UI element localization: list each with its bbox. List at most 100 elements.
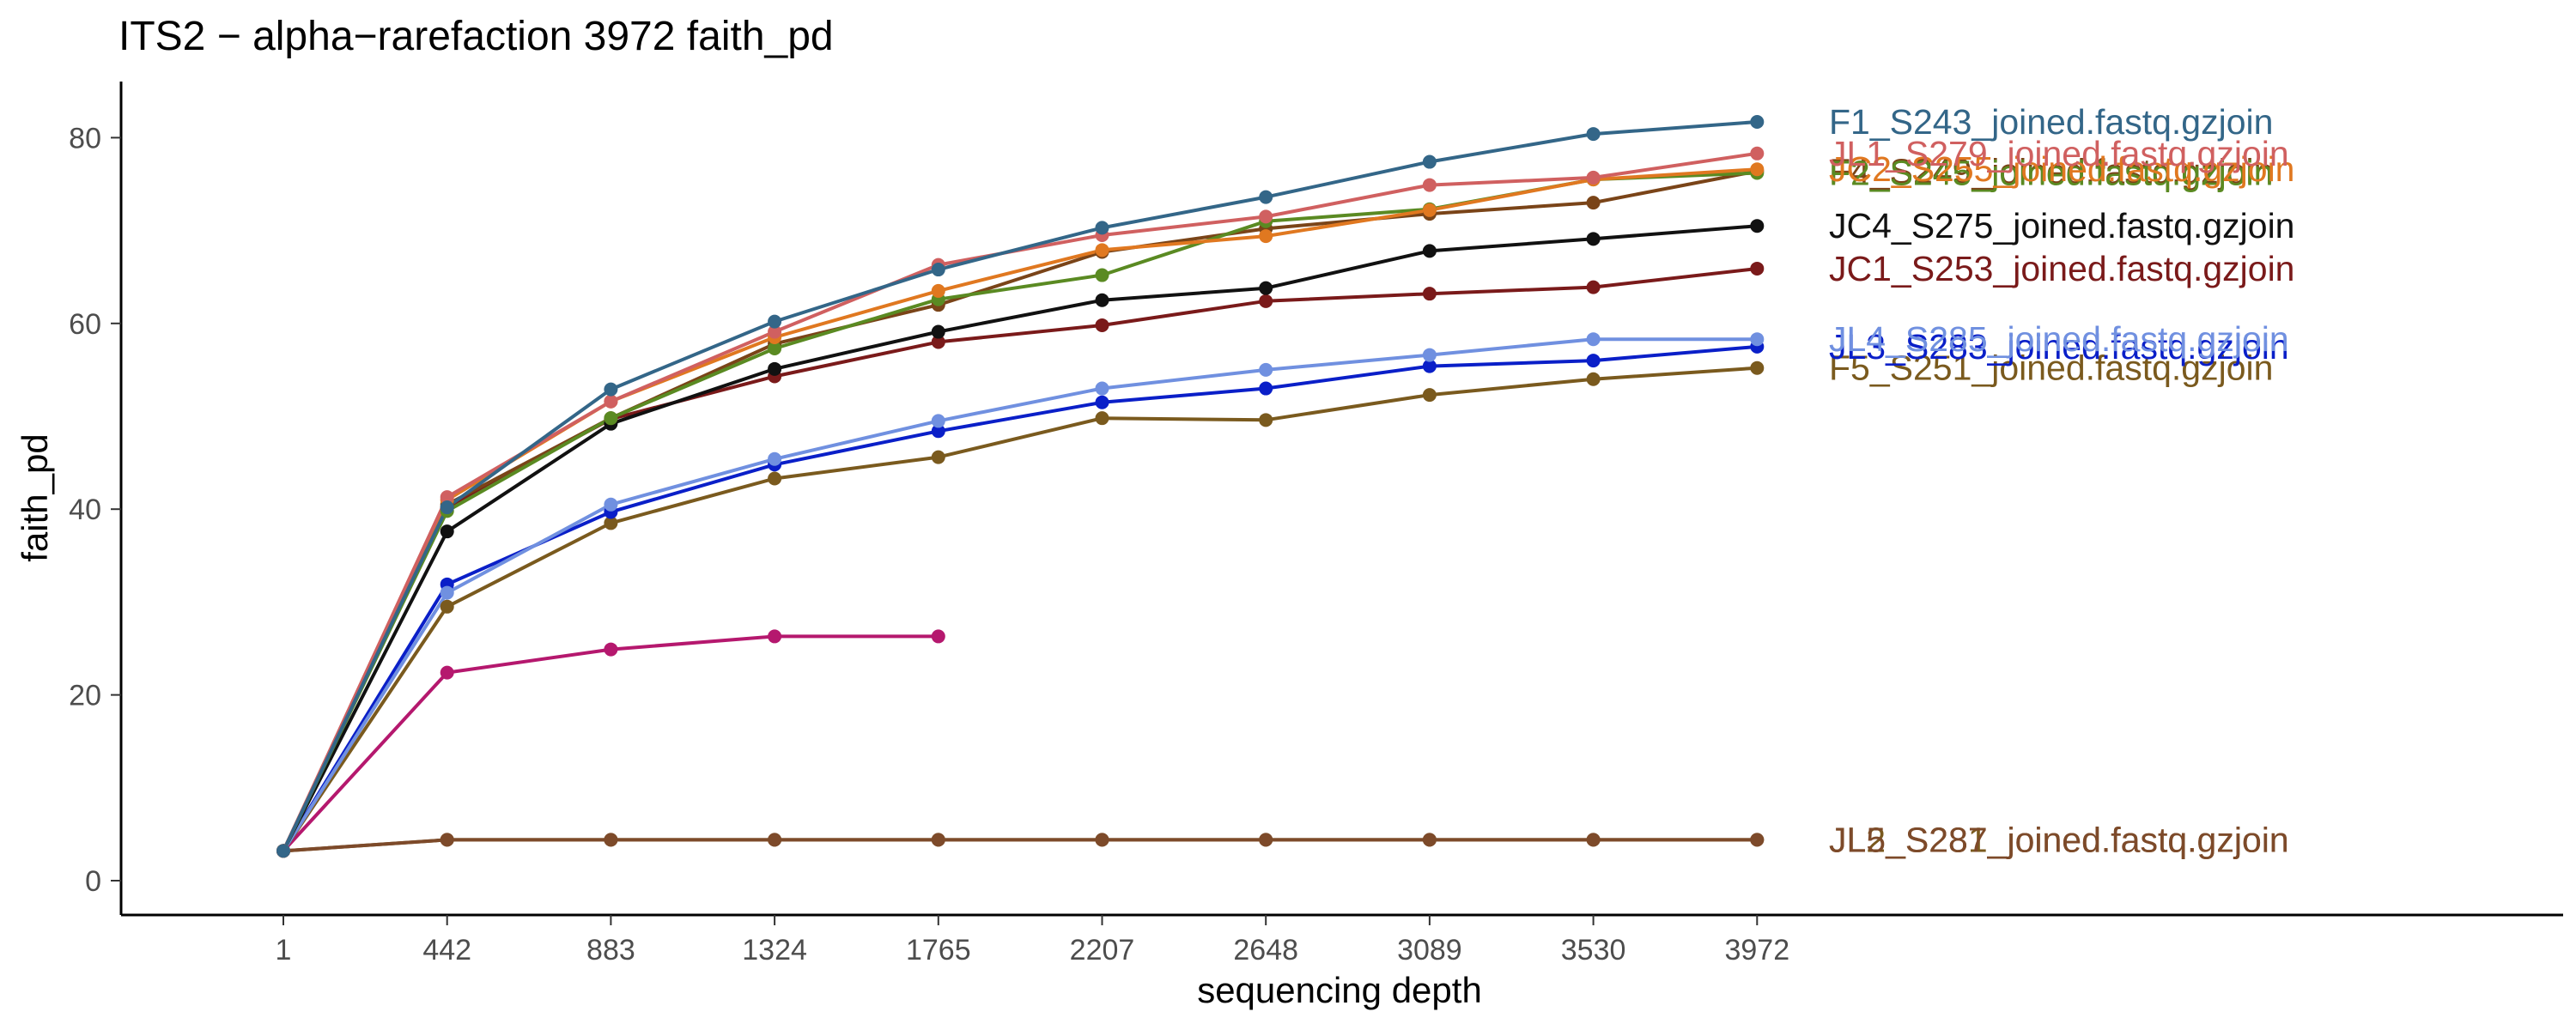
data-point [768,833,782,847]
data-point [1259,294,1273,308]
data-point [1586,354,1601,368]
data-point [931,450,945,464]
series-line [282,344,1758,852]
data-point [931,414,945,428]
series-label: JL3_S283_joined.fastq.gzjoin [1829,327,2289,367]
axes [119,82,2563,917]
data-point [1750,115,1765,130]
data-point [1422,154,1437,169]
data-point [931,629,945,644]
data-point [440,585,454,600]
data-point [768,324,782,339]
data-point [1259,229,1273,244]
data-point [440,500,454,515]
data-point [1750,162,1765,177]
data-point [1586,232,1601,246]
data-point [604,516,618,530]
x-tick-label: 3089 [1397,934,1462,966]
series-label: JL1_S279_joined.fastq.gzjoin [1829,134,2289,173]
series-line [282,171,1758,852]
data-point [1095,243,1109,258]
data-point [1750,332,1765,347]
data-point [1095,833,1109,847]
data-point [1259,381,1273,396]
data-point [1586,170,1601,185]
data-point [604,394,618,409]
data-point [931,424,945,439]
data-point [1095,395,1109,409]
x-tick-label: 442 [422,934,471,966]
series-label: F5_S251_joined.fastq.gzjoin [1829,348,2273,388]
data-point [440,490,454,505]
data-point [1422,359,1437,373]
data-point [1750,360,1765,375]
series-label: F1_S243_joined.fastq.gzjoin [1829,102,2273,142]
series-line [282,634,939,852]
data-point [1586,196,1601,210]
series-line [282,337,1758,852]
ticks: 1 442 883 1324 1765 2207 2648 3089 3530 3972 0 20 40… [69,122,1789,966]
data-point [1422,833,1437,847]
data-point [768,342,782,356]
x-tick-label: 3530 [1561,934,1626,966]
series-label: F4_S249_joined.fastq.gzjoin [1829,151,2273,191]
x-tick-label: 2207 [1070,934,1135,966]
data-point [1586,280,1601,294]
data-point [1586,372,1601,386]
data-point [768,629,782,644]
data-point [604,382,618,397]
data-point [768,361,782,376]
data-point [1586,127,1601,142]
data-point [1095,268,1109,282]
data-point [440,665,454,680]
series-lines [282,120,1758,853]
x-tick-label: 1 [276,934,292,966]
series-labels: JL2_S281_joined.fastq.gzjoinJL5_S287_joi… [1829,102,2295,859]
data-point [1259,281,1273,295]
data-point [276,844,290,858]
series-line [282,151,1758,852]
series-line [282,120,1758,852]
y-tick-label: 20 [69,680,101,712]
data-point [1422,348,1437,362]
data-point [768,471,782,486]
x-tick-label: 1324 [742,934,807,966]
data-point [604,497,618,512]
series-line [282,169,1758,852]
data-point [768,451,782,466]
data-point [1586,332,1601,347]
y-tick-label: 0 [85,865,101,898]
data-point [1750,833,1765,847]
series-points [276,115,1765,858]
x-tick-label: 883 [586,934,635,966]
data-point [1422,203,1437,217]
series-label: JL2_S281_joined.fastq.gzjoin [1829,820,2289,859]
x-tick-label: 3972 [1724,934,1789,966]
data-point [1259,362,1273,377]
chart-title: ITS2 − alpha−rarefaction 3972 faith_pd [118,14,834,59]
y-tick-label: 40 [69,494,101,526]
data-point [931,263,945,277]
data-point [1422,244,1437,258]
data-point [1422,388,1437,403]
data-point [1422,287,1437,301]
data-point [1259,833,1273,847]
series-label: JC4_S275_joined.fastq.gzjoin [1829,206,2295,245]
series-label: JL4_S285_joined.fastq.gzjoin [1829,319,2289,359]
data-point [604,833,618,847]
y-axis-title: faith_pd [15,433,55,561]
series-line [282,167,1758,852]
x-tick-label: 2648 [1233,934,1298,966]
data-point [931,335,945,349]
data-point [1095,411,1109,426]
data-point [1750,261,1765,276]
data-point [1586,833,1601,847]
data-point [440,599,454,614]
data-point [768,314,782,329]
data-point [931,324,945,339]
data-point [1259,413,1273,427]
series-line [283,838,1758,853]
data-point [1750,146,1765,161]
